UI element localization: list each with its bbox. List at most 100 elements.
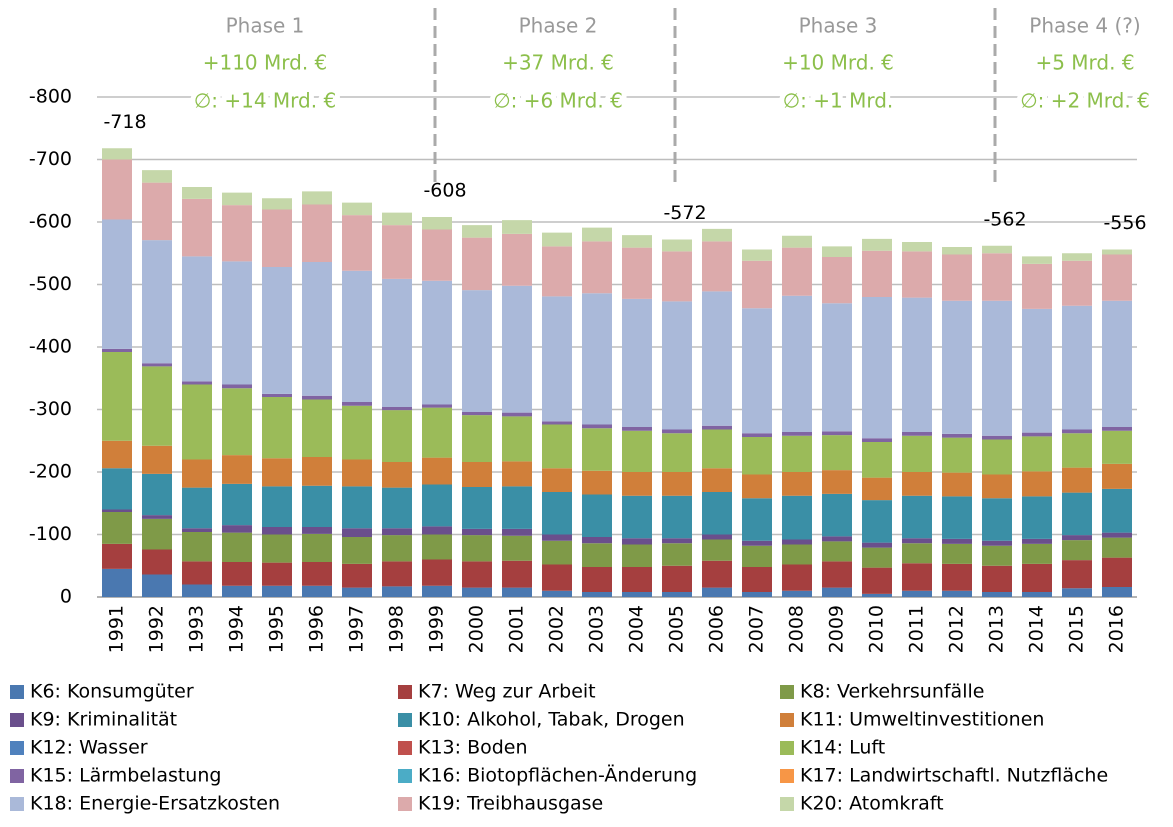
bar-segment [542, 232, 572, 247]
bar-segment [1102, 300, 1132, 427]
bar-segment [1062, 560, 1092, 589]
bar-segment [1062, 588, 1092, 597]
bar-segment [502, 587, 532, 597]
bar-segment [462, 290, 492, 412]
bar-segment [982, 435, 1012, 440]
bar-segment [862, 593, 892, 597]
y-tick-label: 0 [60, 586, 72, 608]
bar-segment [902, 251, 932, 298]
bar-segment [342, 405, 372, 460]
x-tick-label: 2008 [786, 605, 808, 653]
bar-segment [1062, 433, 1092, 468]
bar-segment [462, 561, 492, 588]
bar-segment [742, 474, 772, 499]
bar-segment [982, 540, 1012, 546]
bar-segment [422, 404, 452, 408]
bar-segment [342, 537, 372, 564]
bar-segment [622, 298, 652, 427]
legend-swatch [780, 713, 794, 727]
bar-segment [822, 470, 852, 494]
bar-segment [942, 300, 972, 434]
bar-segment [862, 297, 892, 439]
bar-segment [982, 474, 1012, 499]
bar-segment [982, 565, 1012, 592]
legend-swatch [398, 713, 412, 727]
bar-segment [1062, 260, 1092, 306]
bar-segment [742, 437, 772, 475]
bar-segment [222, 525, 252, 533]
bar-segment [742, 260, 772, 309]
x-tick-label: 2001 [506, 605, 528, 653]
x-tick-label: 2000 [466, 605, 488, 653]
phase-label: Phase 2 [519, 14, 598, 38]
legend-label: K16: Biotopflächen-Änderung [418, 764, 697, 787]
bar-segment [582, 241, 612, 294]
bar-segment [542, 534, 572, 541]
bar-segment [702, 425, 732, 430]
y-tick-label: -400 [29, 336, 72, 358]
bar-segment [102, 543, 132, 569]
bar-segment [222, 455, 252, 484]
bar-segment [742, 545, 772, 567]
legend-label: K15: Lärmbelastung [30, 765, 221, 787]
bar-segment [142, 515, 172, 519]
bar-segment [702, 228, 732, 242]
legend-swatch [780, 769, 794, 783]
bar-segment [582, 537, 612, 544]
bar-segment [622, 567, 652, 592]
bar-segment [1102, 249, 1132, 255]
bar-segment [702, 291, 732, 426]
bar-segment [302, 204, 332, 262]
bar-segment [502, 560, 532, 588]
bar-segment [342, 486, 372, 529]
bar-segment [822, 536, 852, 542]
bar-segment [782, 495, 812, 540]
bar-segment [782, 472, 812, 496]
legend-swatch [780, 797, 794, 811]
bar-segment [742, 498, 772, 541]
bar-segment [142, 574, 172, 597]
phase-total: +110 Mrd. € [203, 51, 328, 75]
bar-segment [622, 538, 652, 545]
bar-segment [542, 246, 572, 297]
bar-segment [382, 407, 412, 411]
phase-total: +5 Mrd. € [1035, 51, 1134, 75]
bar-segment [502, 233, 532, 286]
x-tick-label: 1999 [426, 605, 448, 653]
bar-segment [222, 483, 252, 526]
legend-label: K10: Alkohol, Tabak, Drogen [418, 709, 685, 731]
bar-segment [942, 496, 972, 539]
bar-segment [942, 538, 972, 544]
bar-segment [422, 526, 452, 535]
bar-segment [982, 545, 1012, 566]
bar-segment [622, 427, 652, 431]
bar-segment [862, 442, 892, 478]
bar-segment [902, 435, 932, 472]
total-label: -556 [1103, 212, 1146, 234]
bar-segment [382, 410, 412, 462]
bar-segment [1062, 467, 1092, 493]
bar-segment [702, 492, 732, 535]
x-tick-label: 1991 [106, 605, 128, 653]
bar-segment [382, 487, 412, 529]
bar-segment [1102, 427, 1132, 431]
bar-segment [542, 468, 572, 492]
bar-segment [422, 559, 452, 586]
bar-segment [222, 384, 252, 389]
bar-segment [742, 249, 772, 261]
bar-segment [902, 242, 932, 252]
bar-segment [222, 388, 252, 456]
bar-segment [262, 267, 292, 394]
y-tick-label: -700 [29, 148, 72, 170]
bar-segment [222, 562, 252, 586]
bar-segment [182, 561, 212, 585]
bar-segment [862, 250, 892, 297]
bar-segment [1022, 496, 1052, 539]
x-tick-label: 2007 [746, 605, 768, 653]
legend-swatch [780, 685, 794, 699]
phase-average: ∅: +2 Mrd. € [1020, 89, 1150, 113]
bar-segment [102, 568, 132, 597]
bar-segment [382, 561, 412, 587]
bar-segment [742, 308, 772, 434]
bar-segment [902, 590, 932, 597]
